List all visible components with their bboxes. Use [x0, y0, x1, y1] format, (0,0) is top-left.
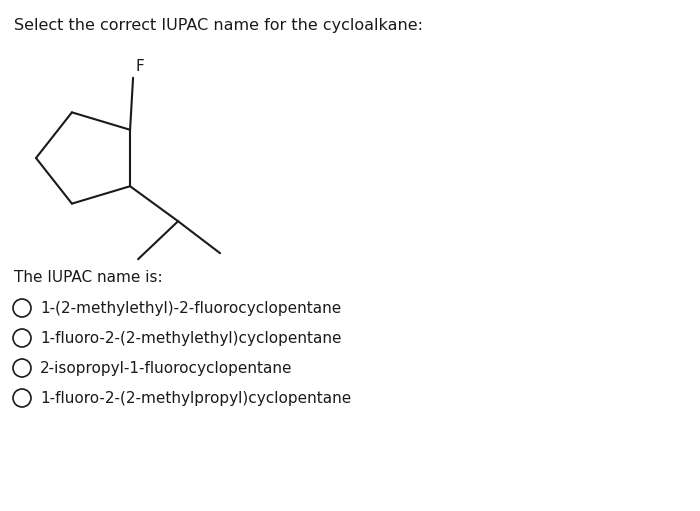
Text: 1-fluoro-2-(2-methylpropyl)cyclopentane: 1-fluoro-2-(2-methylpropyl)cyclopentane: [40, 390, 351, 406]
Text: 1-(2-methylethyl)-2-fluorocyclopentane: 1-(2-methylethyl)-2-fluorocyclopentane: [40, 300, 342, 315]
Text: Select the correct IUPAC name for the cycloalkane:: Select the correct IUPAC name for the cy…: [14, 18, 423, 33]
Text: 1-fluoro-2-(2-methylethyl)cyclopentane: 1-fluoro-2-(2-methylethyl)cyclopentane: [40, 331, 342, 345]
Text: F: F: [135, 59, 143, 74]
Text: 2-isopropyl-1-fluorocyclopentane: 2-isopropyl-1-fluorocyclopentane: [40, 360, 293, 376]
Text: The IUPAC name is:: The IUPAC name is:: [14, 270, 162, 285]
